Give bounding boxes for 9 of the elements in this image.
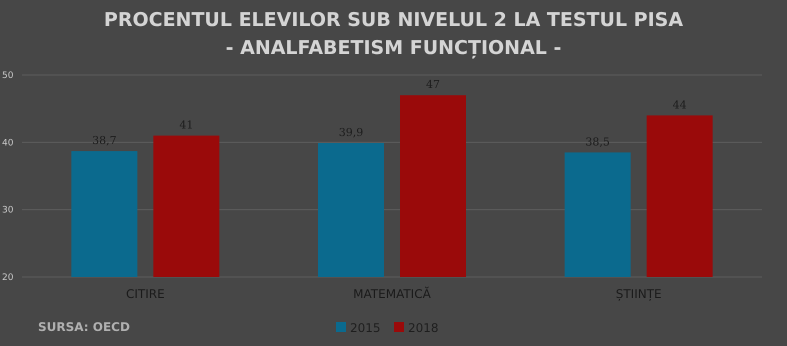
chart-title: PROCENTUL ELEVILOR SUB NIVELUL 2 LA TESTUL PISA xyxy=(104,9,684,31)
data-label: 38,5 xyxy=(585,135,610,148)
data-label: 38,7 xyxy=(92,134,117,148)
y-tick-label: 20 xyxy=(2,273,14,283)
y-tick-label: 40 xyxy=(2,138,14,148)
y-tick-label: 50 xyxy=(2,71,14,81)
text: SURSA: OECD xyxy=(38,320,130,334)
y-tick-label: 30 xyxy=(2,206,14,216)
chart-subtitle: - ANALFABETISM FUNCȚIONAL - xyxy=(226,37,562,59)
